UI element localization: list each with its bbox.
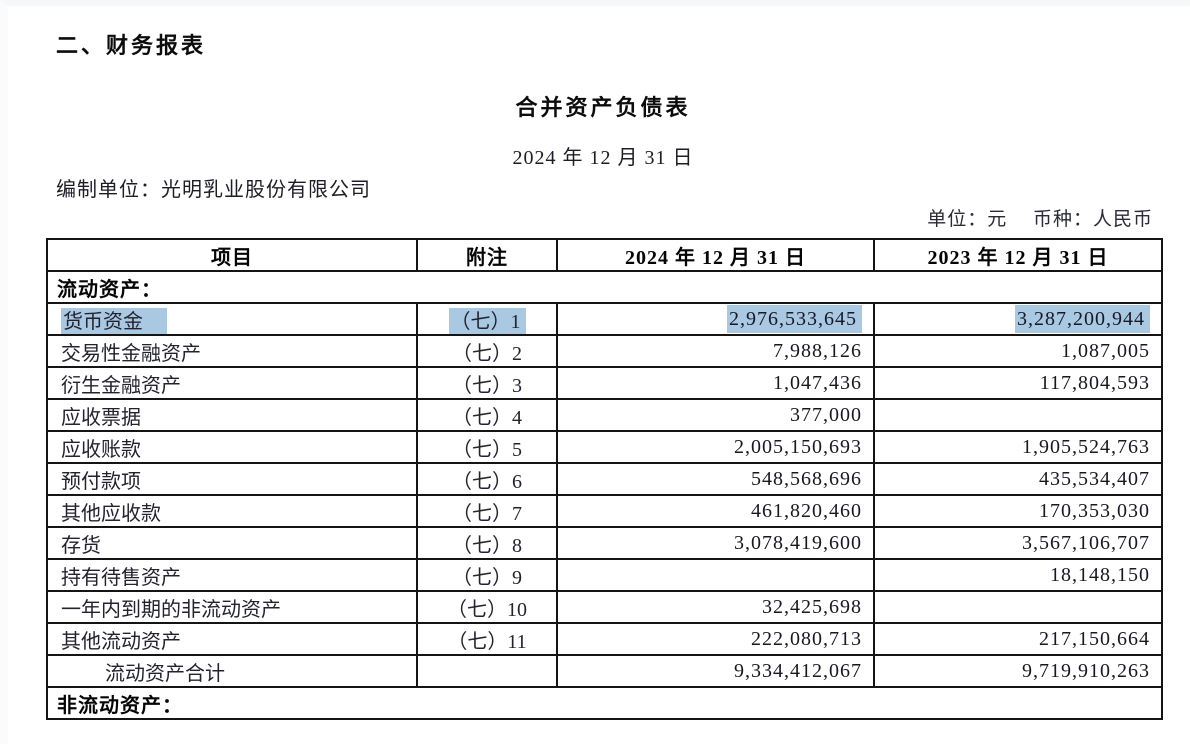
balance-sheet-table: 项目 附注 2024 年 12 月 31 日 2023 年 12 月 31 日 … <box>46 238 1163 720</box>
cell-value-2024: 9,334,412,067 <box>556 654 875 688</box>
cell-item: 其他应收款 <box>46 494 418 528</box>
cell-item: 应收账款 <box>46 430 418 464</box>
cell-item: 存货 <box>46 526 418 560</box>
cell-note: （七）1 <box>416 302 558 336</box>
column-header-2024: 2024 年 12 月 31 日 <box>556 238 875 272</box>
total-row: 流动资产合计 9,334,412,067 9,719,910,263 <box>46 654 1163 688</box>
cell-value-2024: 461,820,460 <box>556 494 875 528</box>
selection-highlight: 2,976,533,645 <box>727 305 862 333</box>
cell-note: （七）11 <box>416 622 558 656</box>
table-header-row: 项目 附注 2024 年 12 月 31 日 2023 年 12 月 31 日 <box>46 238 1163 272</box>
cell-value-2024: 2,976,533,645 <box>556 302 875 336</box>
cell-item: 应收票据 <box>46 398 418 432</box>
table-row: 应收账款 （七）5 2,005,150,693 1,905,524,763 <box>46 430 1163 464</box>
cell-item: 交易性金融资产 <box>46 334 418 368</box>
balance-sheet-body: 流动资产： 货币资金 （七）1 2,976,533,645 3,287,200,944 交… <box>46 270 1163 720</box>
cell-note: （七）9 <box>416 558 558 592</box>
cell-value-2023: 18,148,150 <box>873 558 1163 592</box>
column-header-2023: 2023 年 12 月 31 日 <box>873 238 1163 272</box>
cell-value-2024: 222,080,713 <box>556 622 875 656</box>
cell-value-2023 <box>873 590 1163 624</box>
cell-value-2023: 435,534,407 <box>873 462 1163 496</box>
cell-note: （七）5 <box>416 430 558 464</box>
table-row: 预付款项 （七）6 548,568,696 435,534,407 <box>46 462 1163 496</box>
selection-highlight: （七）1 <box>448 307 526 333</box>
table-row: 其他应收款 （七）7 461,820,460 170,353,030 <box>46 494 1163 528</box>
column-header-note: 附注 <box>416 238 558 272</box>
cell-value-2023: 3,287,200,944 <box>873 302 1163 336</box>
section-row: 流动资产： <box>46 270 1163 304</box>
report-title: 合并资产负债表 <box>515 95 691 120</box>
cell-value-2024: 2,005,150,693 <box>556 430 875 464</box>
table-row: 应收票据 （七）4 377,000 <box>46 398 1163 432</box>
cell-value-2023: 9,719,910,263 <box>873 654 1163 688</box>
table-row: 交易性金融资产 （七）2 7,988,126 1,087,005 <box>46 334 1163 368</box>
table-row: 持有待售资产 （七）9 18,148,150 <box>46 558 1163 592</box>
selection-highlight: 货币资金 <box>61 307 167 333</box>
section-heading: 二、财务报表 <box>56 33 207 58</box>
cell-value-2023: 170,353,030 <box>873 494 1163 528</box>
column-header-item: 项目 <box>46 238 418 272</box>
cell-item: 其他流动资产 <box>46 622 418 656</box>
cell-note: （七）3 <box>416 366 558 400</box>
cell-item: 货币资金 <box>46 302 418 336</box>
cell-value-2023: 3,567,106,707 <box>873 526 1163 560</box>
prepared-by-line: 编制单位：光明乳业股份有限公司 <box>56 179 371 201</box>
cell-item: 一年内到期的非流动资产 <box>46 590 418 624</box>
cell-value-2023: 117,804,593 <box>873 366 1163 400</box>
cell-value-2024: 548,568,696 <box>556 462 875 496</box>
table-row: 衍生金融资产 （七）3 1,047,436 117,804,593 <box>46 366 1163 400</box>
table-row: 存货 （七）8 3,078,419,600 3,567,106,707 <box>46 526 1163 560</box>
cell-value-2024: 3,078,419,600 <box>556 526 875 560</box>
unit-currency-note: 单位：元 币种：人民币 <box>927 209 1153 230</box>
section-label: 流动资产： <box>46 270 1163 304</box>
cell-value-2023: 1,087,005 <box>873 334 1163 368</box>
cell-note: （七）8 <box>416 526 558 560</box>
cell-value-2024: 32,425,698 <box>556 590 875 624</box>
section-label: 非流动资产： <box>46 686 1163 720</box>
cell-value-2023 <box>873 398 1163 432</box>
section-row: 非流动资产： <box>46 686 1163 720</box>
table-row: 货币资金 （七）1 2,976,533,645 3,287,200,944 <box>46 302 1163 336</box>
cell-item: 持有待售资产 <box>46 558 418 592</box>
cell-note: （七）4 <box>416 398 558 432</box>
cell-item: 流动资产合计 <box>46 654 418 688</box>
cell-item: 预付款项 <box>46 462 418 496</box>
cell-value-2023: 1,905,524,763 <box>873 430 1163 464</box>
cell-value-2024: 1,047,436 <box>556 366 875 400</box>
cell-note: （七）10 <box>416 590 558 624</box>
cell-note: （七）6 <box>416 462 558 496</box>
cell-value-2024: 377,000 <box>556 398 875 432</box>
table-row: 其他流动资产 （七）11 222,080,713 217,150,664 <box>46 622 1163 656</box>
table-row: 一年内到期的非流动资产 （七）10 32,425,698 <box>46 590 1163 624</box>
cell-note: （七）7 <box>416 494 558 528</box>
cell-value-2023: 217,150,664 <box>873 622 1163 656</box>
report-date: 2024 年 12 月 31 日 <box>512 147 694 169</box>
cell-note <box>416 654 558 688</box>
cell-value-2024 <box>556 558 875 592</box>
cell-value-2024: 7,988,126 <box>556 334 875 368</box>
cell-item: 衍生金融资产 <box>46 366 418 400</box>
cell-note: （七）2 <box>416 334 558 368</box>
selection-highlight: 3,287,200,944 <box>1015 305 1150 333</box>
